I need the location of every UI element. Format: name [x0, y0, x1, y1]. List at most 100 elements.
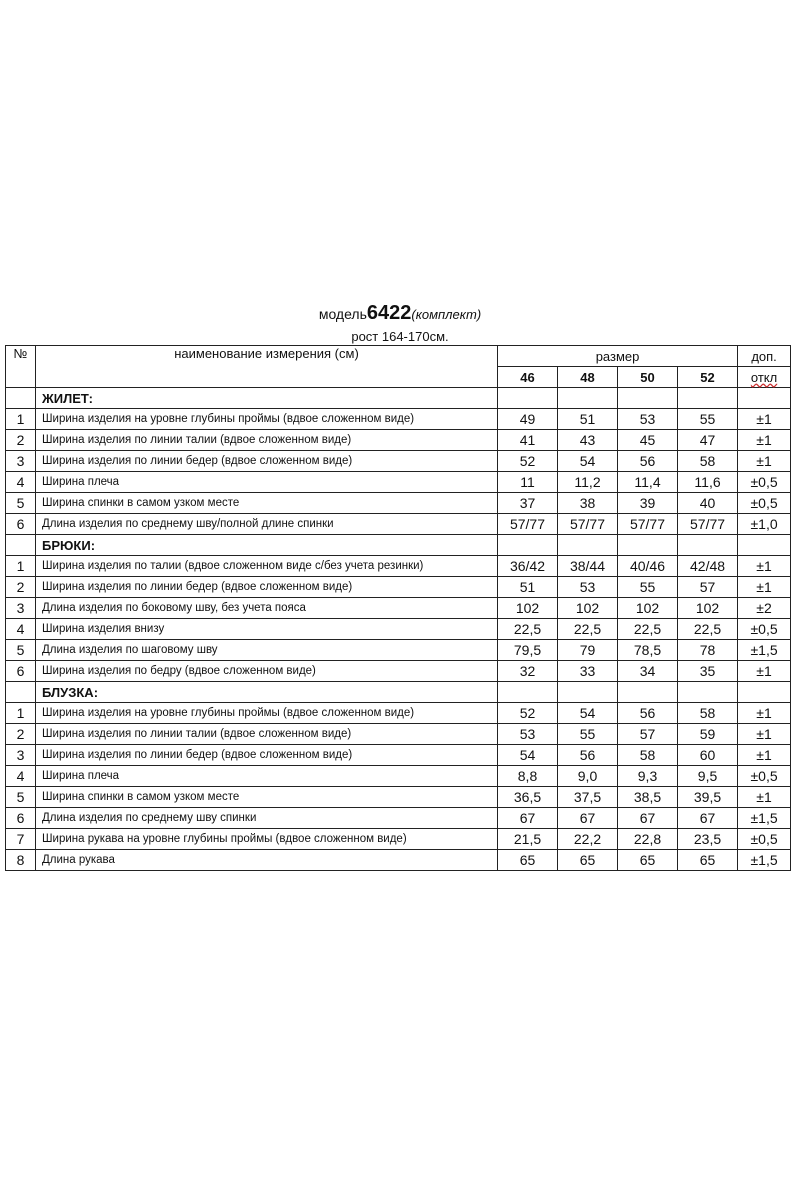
size-value: 37 [497, 492, 558, 514]
size-value: 59 [676, 723, 739, 745]
row-number: 4 [5, 765, 36, 787]
row-number: 3 [5, 597, 36, 619]
row-number: 3 [5, 450, 36, 472]
size-value: 58 [676, 702, 739, 724]
header-size-50: 50 [617, 366, 678, 388]
tolerance-value: ±0,5 [737, 471, 792, 493]
section-no-cell [5, 387, 36, 409]
table-row: 1 Ширина изделия на уровне глубины проймы… [5, 702, 792, 724]
measurement-name: Ширина изделия внизу [35, 618, 498, 640]
header-sizes-row: 46 48 50 52 откл [6, 366, 792, 388]
size-value: 11,6 [676, 471, 739, 493]
size-value: 52 [497, 450, 558, 472]
measurement-name: Длина изделия по среднему шву/полной дли… [35, 513, 498, 535]
header-row: № наименование измерения (см) размер доп… [5, 345, 792, 388]
size-value: 39,5 [676, 786, 739, 808]
row-number: 6 [5, 660, 36, 682]
size-value: 79 [557, 639, 618, 661]
size-value: 32 [497, 660, 558, 682]
document-title: модель6422(комплект) [0, 302, 800, 325]
row-number: 1 [5, 702, 36, 724]
table-row: 8 Длина рукава 65 65 65 65 ±1,5 [5, 849, 792, 871]
measurement-name: Ширина изделия по линии талии (вдвое сло… [35, 429, 498, 451]
size-value: 40 [676, 492, 739, 514]
size-value: 65 [676, 849, 739, 871]
tolerance-value: ±0,5 [737, 618, 792, 640]
measurement-name: Ширина плеча [35, 471, 498, 493]
table-row: 4 Ширина изделия внизу 22,5 22,5 22,5 22,5 ±0,… [5, 618, 792, 640]
section-empty-cell [737, 534, 792, 556]
size-value: 57/77 [676, 513, 739, 535]
tolerance-value: ±0,5 [737, 765, 792, 787]
measurement-name: Ширина изделия по линии талии (вдвое сло… [35, 723, 498, 745]
section-title: БРЮКИ: [35, 534, 498, 556]
table-row: 3 Ширина изделия по линии бедер (вдвое сл… [5, 450, 792, 472]
size-value: 53 [617, 408, 678, 430]
tolerance-value: ±1 [737, 660, 792, 682]
measurement-name: Длина изделия по боковому шву, без учета… [35, 597, 498, 619]
size-value: 36/42 [497, 555, 558, 577]
measurement-name: Ширина изделия по линии бедер (вдвое сло… [35, 450, 498, 472]
size-value: 67 [497, 807, 558, 829]
size-value: 67 [557, 807, 618, 829]
measurement-name: Длина рукава [35, 849, 498, 871]
tolerance-value: ±2 [737, 597, 792, 619]
section-empty-cell [676, 534, 739, 556]
table-row: 2 Ширина изделия по линии бедер (вдвое сл… [5, 576, 792, 598]
size-value: 51 [557, 408, 618, 430]
tolerance-value: ±0,5 [737, 492, 792, 514]
section-empty-cell [676, 387, 739, 409]
size-value: 58 [676, 450, 739, 472]
table-row: 6 Ширина изделия по бедру (вдвое сложенно… [5, 660, 792, 682]
size-value: 49 [497, 408, 558, 430]
size-value: 57 [617, 723, 678, 745]
table-row: 5 Ширина спинки в самом узком месте 37 38 39… [5, 492, 792, 514]
size-value: 37,5 [557, 786, 618, 808]
size-value: 39 [617, 492, 678, 514]
size-value: 58 [617, 744, 678, 766]
size-value: 67 [676, 807, 739, 829]
size-value: 56 [617, 450, 678, 472]
size-value: 53 [497, 723, 558, 745]
section-empty-cell [737, 387, 792, 409]
section-empty-cell [617, 681, 678, 703]
measurement-name: Ширина плеча [35, 765, 498, 787]
size-value: 47 [676, 429, 739, 451]
section-title: БЛУЗКА: [35, 681, 498, 703]
measurement-name: Длина изделия по среднему шву спинки [35, 807, 498, 829]
header-name: наименование измерения (см) [35, 345, 498, 388]
size-value: 56 [557, 744, 618, 766]
row-number: 1 [5, 555, 36, 577]
measurement-name: Длина изделия по шаговому шву [35, 639, 498, 661]
size-value: 79,5 [497, 639, 558, 661]
row-number: 5 [5, 639, 36, 661]
row-number: 5 [5, 786, 36, 808]
size-value: 57/77 [617, 513, 678, 535]
table-row: 1 Ширина изделия по талии (вдвое сложенно… [5, 555, 792, 577]
table-row: 2 Ширина изделия по линии талии (вдвое сл… [5, 429, 792, 451]
size-value: 102 [557, 597, 618, 619]
size-value: 55 [676, 408, 739, 430]
row-number: 7 [5, 828, 36, 850]
size-value: 54 [557, 450, 618, 472]
size-value: 22,5 [617, 618, 678, 640]
header-tol-top: доп. [737, 345, 792, 367]
size-value: 11,4 [617, 471, 678, 493]
size-value: 55 [617, 576, 678, 598]
tolerance-value: ±1,0 [737, 513, 792, 535]
row-number: 1 [5, 408, 36, 430]
title-prefix: модель [318, 306, 367, 322]
section-empty-cell [617, 387, 678, 409]
section-empty-cell [617, 534, 678, 556]
size-value: 33 [557, 660, 618, 682]
size-value: 35 [676, 660, 739, 682]
section-row: ЖИЛЕТ: [5, 387, 792, 409]
size-value: 60 [676, 744, 739, 766]
row-number: 4 [5, 471, 36, 493]
measurement-name: Ширина рукава на уровне глубины проймы (… [35, 828, 498, 850]
tolerance-value: ±1 [737, 555, 792, 577]
row-number: 3 [5, 744, 36, 766]
table-row: 6 Длина изделия по среднему шву/полной дл… [5, 513, 792, 535]
size-value: 9,0 [557, 765, 618, 787]
size-value: 9,3 [617, 765, 678, 787]
